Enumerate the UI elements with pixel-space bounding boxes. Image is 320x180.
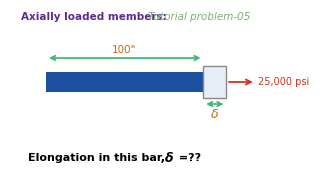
Text: δ: δ (165, 152, 174, 165)
Text: δ: δ (211, 108, 219, 121)
Text: =??: =?? (175, 153, 201, 163)
Text: Axially loaded members:: Axially loaded members: (20, 12, 170, 22)
Bar (203, 66, 226, 98)
Text: Elongation in this bar,: Elongation in this bar, (28, 153, 165, 163)
Bar (46, 72, 203, 92)
Text: 100": 100" (112, 45, 137, 55)
Text: 25,000 psi: 25,000 psi (258, 77, 309, 87)
Text: Tutorial problem-05: Tutorial problem-05 (148, 12, 251, 22)
